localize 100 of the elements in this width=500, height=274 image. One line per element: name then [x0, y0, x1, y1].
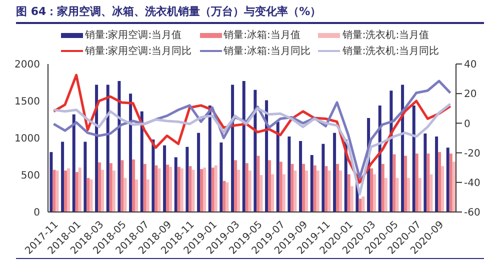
bar — [358, 198, 362, 212]
bar — [288, 136, 291, 212]
legend-label: 销量:家用空调:当月值 — [84, 28, 182, 42]
bar — [220, 142, 223, 212]
y2-tick-label: 20 — [464, 89, 477, 100]
bar — [118, 81, 121, 212]
bar — [211, 168, 214, 212]
bar — [64, 170, 68, 212]
chart-title: 图 64：家用空调、冰箱、洗衣机销量（万台）与变化率（%） — [16, 0, 484, 24]
bar — [237, 170, 240, 212]
bar — [154, 165, 158, 212]
bar — [390, 90, 393, 212]
y-tick-label: 0 — [34, 208, 40, 219]
bar — [336, 164, 340, 212]
legend-label: 销量:洗衣机:当月值 — [342, 28, 430, 42]
bar — [200, 169, 204, 212]
bar — [50, 152, 53, 212]
bar — [75, 172, 78, 212]
bar — [381, 164, 384, 212]
y2-tick-label: -20 — [464, 148, 480, 160]
bar — [412, 105, 416, 212]
bar — [302, 164, 306, 212]
bar — [98, 162, 102, 212]
y2-tick-label: 0 — [464, 118, 470, 130]
bar — [299, 140, 302, 212]
bar — [248, 170, 252, 212]
bar — [203, 168, 206, 212]
bar — [271, 174, 274, 212]
bar — [132, 159, 136, 212]
bar — [424, 134, 427, 212]
bar — [452, 162, 456, 212]
bar — [305, 170, 308, 212]
bar — [95, 84, 98, 212]
bar — [328, 170, 331, 212]
bar — [290, 164, 294, 212]
bar — [140, 111, 144, 212]
y-tick-label: 500 — [20, 170, 40, 182]
bar — [294, 170, 297, 212]
bar — [186, 146, 189, 212]
bar — [67, 168, 70, 212]
bar — [313, 165, 316, 212]
bar — [324, 166, 328, 212]
bar — [124, 178, 127, 212]
bar — [146, 179, 150, 212]
bar — [370, 168, 374, 212]
bar — [373, 174, 376, 212]
bar — [418, 178, 422, 212]
y2-tick-label: -60 — [464, 208, 480, 219]
bar — [192, 170, 195, 212]
bar — [396, 178, 399, 212]
legend-label: 销量:洗衣机:当月同比 — [342, 44, 440, 58]
bar — [78, 168, 82, 212]
bar — [407, 178, 410, 212]
bar — [404, 156, 408, 212]
bar — [347, 174, 350, 212]
bar — [226, 182, 229, 212]
bar — [276, 122, 280, 212]
bar — [350, 186, 354, 212]
bar — [268, 160, 272, 212]
bar — [166, 164, 170, 212]
bar — [265, 100, 268, 212]
bar — [61, 142, 64, 212]
bar — [158, 168, 161, 212]
bar — [120, 160, 124, 212]
bar — [214, 165, 218, 212]
bar — [72, 114, 76, 212]
bar — [90, 179, 93, 212]
bar — [222, 180, 226, 212]
bar — [282, 174, 286, 212]
bar — [401, 84, 404, 212]
bar — [208, 105, 212, 212]
bar — [174, 157, 178, 212]
bar — [101, 170, 104, 212]
y2-tick-label: -40 — [464, 178, 480, 189]
bar — [163, 145, 166, 212]
y2-tick-label: 40 — [464, 60, 477, 71]
legend-label: 销量:冰箱:当月同比 — [224, 44, 310, 58]
bar — [260, 175, 263, 212]
y-tick-label: 1500 — [14, 96, 40, 108]
bar — [279, 162, 282, 212]
bar — [188, 166, 192, 212]
bar — [316, 170, 320, 212]
bar — [197, 132, 200, 212]
bar — [426, 154, 430, 212]
bar — [256, 156, 260, 212]
bar — [446, 148, 450, 212]
bar — [392, 154, 396, 212]
bar — [180, 168, 184, 212]
bar — [169, 166, 172, 212]
bar — [112, 170, 116, 212]
bar — [254, 90, 257, 212]
legend-label: 销量:冰箱:当月值 — [224, 28, 300, 42]
bar — [231, 84, 234, 212]
y-tick-label: 2000 — [14, 60, 40, 71]
bar — [177, 166, 180, 212]
bar — [242, 81, 246, 212]
bar — [143, 164, 146, 212]
line-series — [52, 102, 452, 196]
bar — [109, 163, 112, 212]
bar — [362, 196, 365, 212]
